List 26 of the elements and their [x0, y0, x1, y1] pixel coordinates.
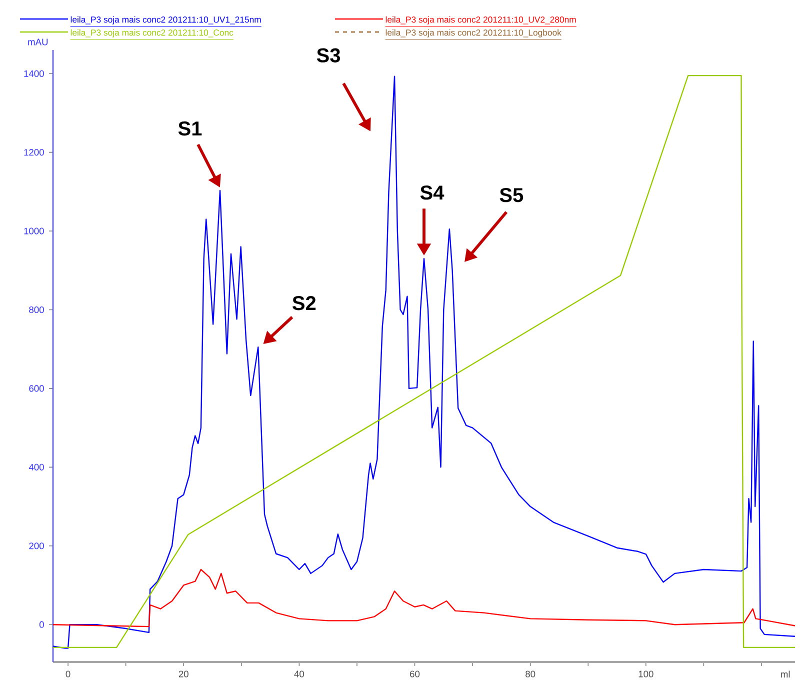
annotation: S5 [500, 188, 524, 202]
text: leila_P3 soja mais conc2 201211:10_UV1_215nm [70, 16, 261, 24]
x-tick-label: 40 [294, 670, 304, 678]
text: leila_P3 soja mais conc2 201211:10_Conc [70, 29, 234, 38]
y-tick-label: 800 [29, 306, 44, 314]
x-tick-label: 80 [526, 670, 536, 678]
x-tick-label: 20 [178, 670, 188, 678]
x-tick-label: 60 [410, 670, 420, 678]
annotation: S2 [292, 296, 316, 310]
annotation: S3 [316, 48, 340, 62]
y-tick-label: 600 [29, 385, 44, 392]
annotation: S1 [178, 121, 202, 136]
y-axis-title: mAU [28, 38, 48, 46]
y-tick-label: 400 [28, 464, 44, 470]
y-tick-label: 1400 [24, 70, 44, 77]
y-tick-label: 0 [39, 621, 44, 628]
annotation: S4 [420, 186, 444, 200]
x-axis-title: ml [781, 670, 790, 678]
y-tick-label: 1000 [24, 228, 44, 234]
y-tick-label: 1200 [24, 149, 44, 156]
line-series [52, 568, 796, 628]
text: leila_P3 soja mais conc2 201211:10_UV2_280nm [386, 16, 576, 24]
y-tick-label: 200 [29, 542, 44, 550]
x-tick-label: 100 [638, 670, 654, 678]
x-tick-label: 0 [66, 670, 70, 678]
legend-label: leila_P3 soja mais conc2 201211:10_Logbook [386, 29, 562, 38]
